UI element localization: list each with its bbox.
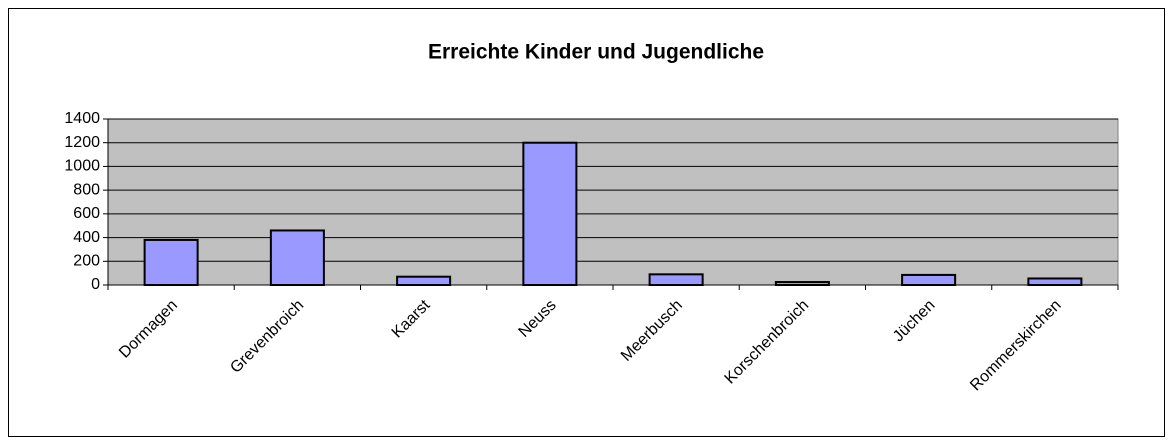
y-tick-label: 600 [73,205,100,222]
bar [522,141,578,286]
y-tick-label: 800 [73,181,100,198]
chart-title: Erreichte Kinder und Jugendliche [428,41,764,64]
bar [648,273,704,287]
y-tick-label: 400 [73,229,100,246]
bar [396,275,452,287]
bar [269,229,325,286]
y-tick-label: 200 [73,253,100,270]
bar [774,281,830,286]
bar [901,273,957,286]
bar [143,238,199,286]
plot-area [107,118,1119,286]
bar [1027,277,1083,287]
y-tick-label: 1000 [64,158,100,175]
y-tick-label: 1200 [64,134,100,151]
y-tick-label: 1400 [64,110,100,127]
y-tick-label: 0 [91,276,100,293]
